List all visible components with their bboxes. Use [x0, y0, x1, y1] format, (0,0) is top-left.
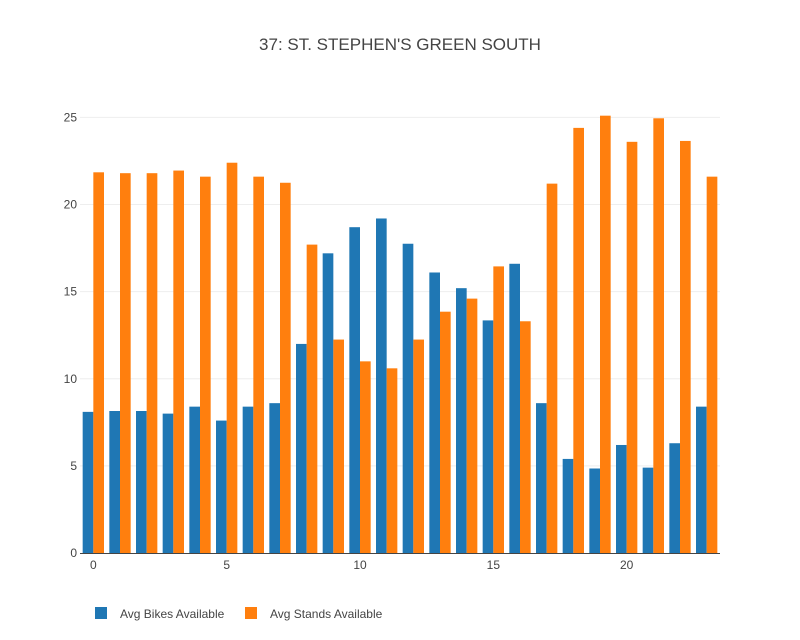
bar-s0-0[interactable]: [82, 411, 94, 553]
x-tick-label-5: 5: [223, 558, 230, 572]
bar-s0-11[interactable]: [376, 218, 387, 554]
legend-label-0: Avg Bikes Available: [120, 607, 225, 621]
bar-s1-18[interactable]: [573, 127, 584, 553]
bar-s1-10[interactable]: [360, 361, 371, 553]
chart-title: 37: ST. STEPHEN'S GREEN SOUTH: [259, 35, 541, 54]
y-tick-label-10: 10: [64, 372, 78, 386]
bar-s0-2[interactable]: [136, 411, 147, 553]
bar-s1-23[interactable]: [706, 176, 718, 553]
bar-s0-6[interactable]: [242, 406, 254, 553]
gridlines: [80, 116, 720, 467]
bar-s1-19[interactable]: [600, 115, 611, 554]
bar-s0-14[interactable]: [456, 288, 467, 553]
bar-s1-12[interactable]: [413, 339, 424, 553]
bar-s0-1[interactable]: [109, 411, 120, 553]
bar-s0-16[interactable]: [509, 263, 520, 553]
bar-s0-5[interactable]: [216, 420, 227, 553]
y-tick-label-5: 5: [70, 459, 77, 473]
bar-s1-11[interactable]: [386, 368, 398, 553]
bar-s0-9[interactable]: [322, 253, 334, 553]
legend-swatch-1: [245, 607, 257, 619]
y-tick-label-20: 20: [64, 198, 78, 212]
bar-s1-20[interactable]: [626, 141, 638, 553]
y-tick-label-0: 0: [70, 546, 77, 560]
bar-s1-9[interactable]: [333, 339, 344, 553]
bar-s0-15[interactable]: [482, 320, 494, 553]
bar-s0-7[interactable]: [269, 403, 280, 553]
bar-s1-15[interactable]: [493, 266, 504, 553]
bar-s0-3[interactable]: [162, 413, 174, 553]
legend-swatch-0: [95, 607, 107, 619]
legend-item-0[interactable]: Avg Bikes Available: [95, 607, 225, 621]
bar-s1-17[interactable]: [546, 183, 558, 553]
bar-s1-5[interactable]: [226, 162, 238, 553]
x-tick-label-20: 20: [620, 558, 634, 572]
bar-s1-7[interactable]: [280, 182, 291, 553]
bar-s1-2[interactable]: [146, 173, 158, 553]
bar-s1-1[interactable]: [120, 173, 131, 553]
bar-s0-21[interactable]: [642, 467, 654, 553]
bar-s1-8[interactable]: [306, 244, 318, 554]
bar-s0-19[interactable]: [589, 468, 600, 554]
y-tick-label-25: 25: [64, 110, 78, 124]
x-tick-label-15: 15: [487, 558, 501, 572]
bar-s0-20[interactable]: [616, 444, 627, 553]
bar-s0-10[interactable]: [349, 227, 360, 553]
bar-s0-18[interactable]: [562, 458, 574, 553]
bar-s1-22[interactable]: [680, 140, 691, 553]
y-tick-label-15: 15: [64, 285, 78, 299]
bar-s0-8[interactable]: [296, 343, 307, 553]
bar-s0-23[interactable]: [696, 406, 707, 553]
x-tick-labels: 0 5 10 15 20: [90, 558, 634, 572]
bar-s1-14[interactable]: [466, 298, 478, 553]
bar-s1-0[interactable]: [93, 172, 104, 553]
legend[interactable]: Avg Bikes Available Avg Stands Available: [95, 607, 383, 621]
x-tick-label-10: 10: [353, 558, 367, 572]
bar-s0-22[interactable]: [669, 443, 680, 553]
bar-s1-16[interactable]: [520, 321, 531, 553]
bars-group: [82, 115, 718, 554]
bar-s1-4[interactable]: [200, 176, 211, 553]
bar-s0-17[interactable]: [536, 403, 547, 553]
legend-item-1[interactable]: Avg Stands Available: [245, 607, 383, 621]
bar-s1-3[interactable]: [173, 170, 184, 553]
bar-s0-12[interactable]: [402, 243, 414, 554]
bar-s0-13[interactable]: [429, 272, 440, 553]
x-tick-label-0: 0: [90, 558, 97, 572]
y-tick-labels: 0 5 10 15 20 25: [64, 110, 78, 560]
bar-s0-4[interactable]: [189, 406, 200, 553]
bar-s1-6[interactable]: [253, 176, 264, 553]
legend-label-1: Avg Stands Available: [270, 607, 383, 621]
bar-s1-13[interactable]: [440, 311, 451, 553]
bar-s1-21[interactable]: [653, 118, 664, 553]
